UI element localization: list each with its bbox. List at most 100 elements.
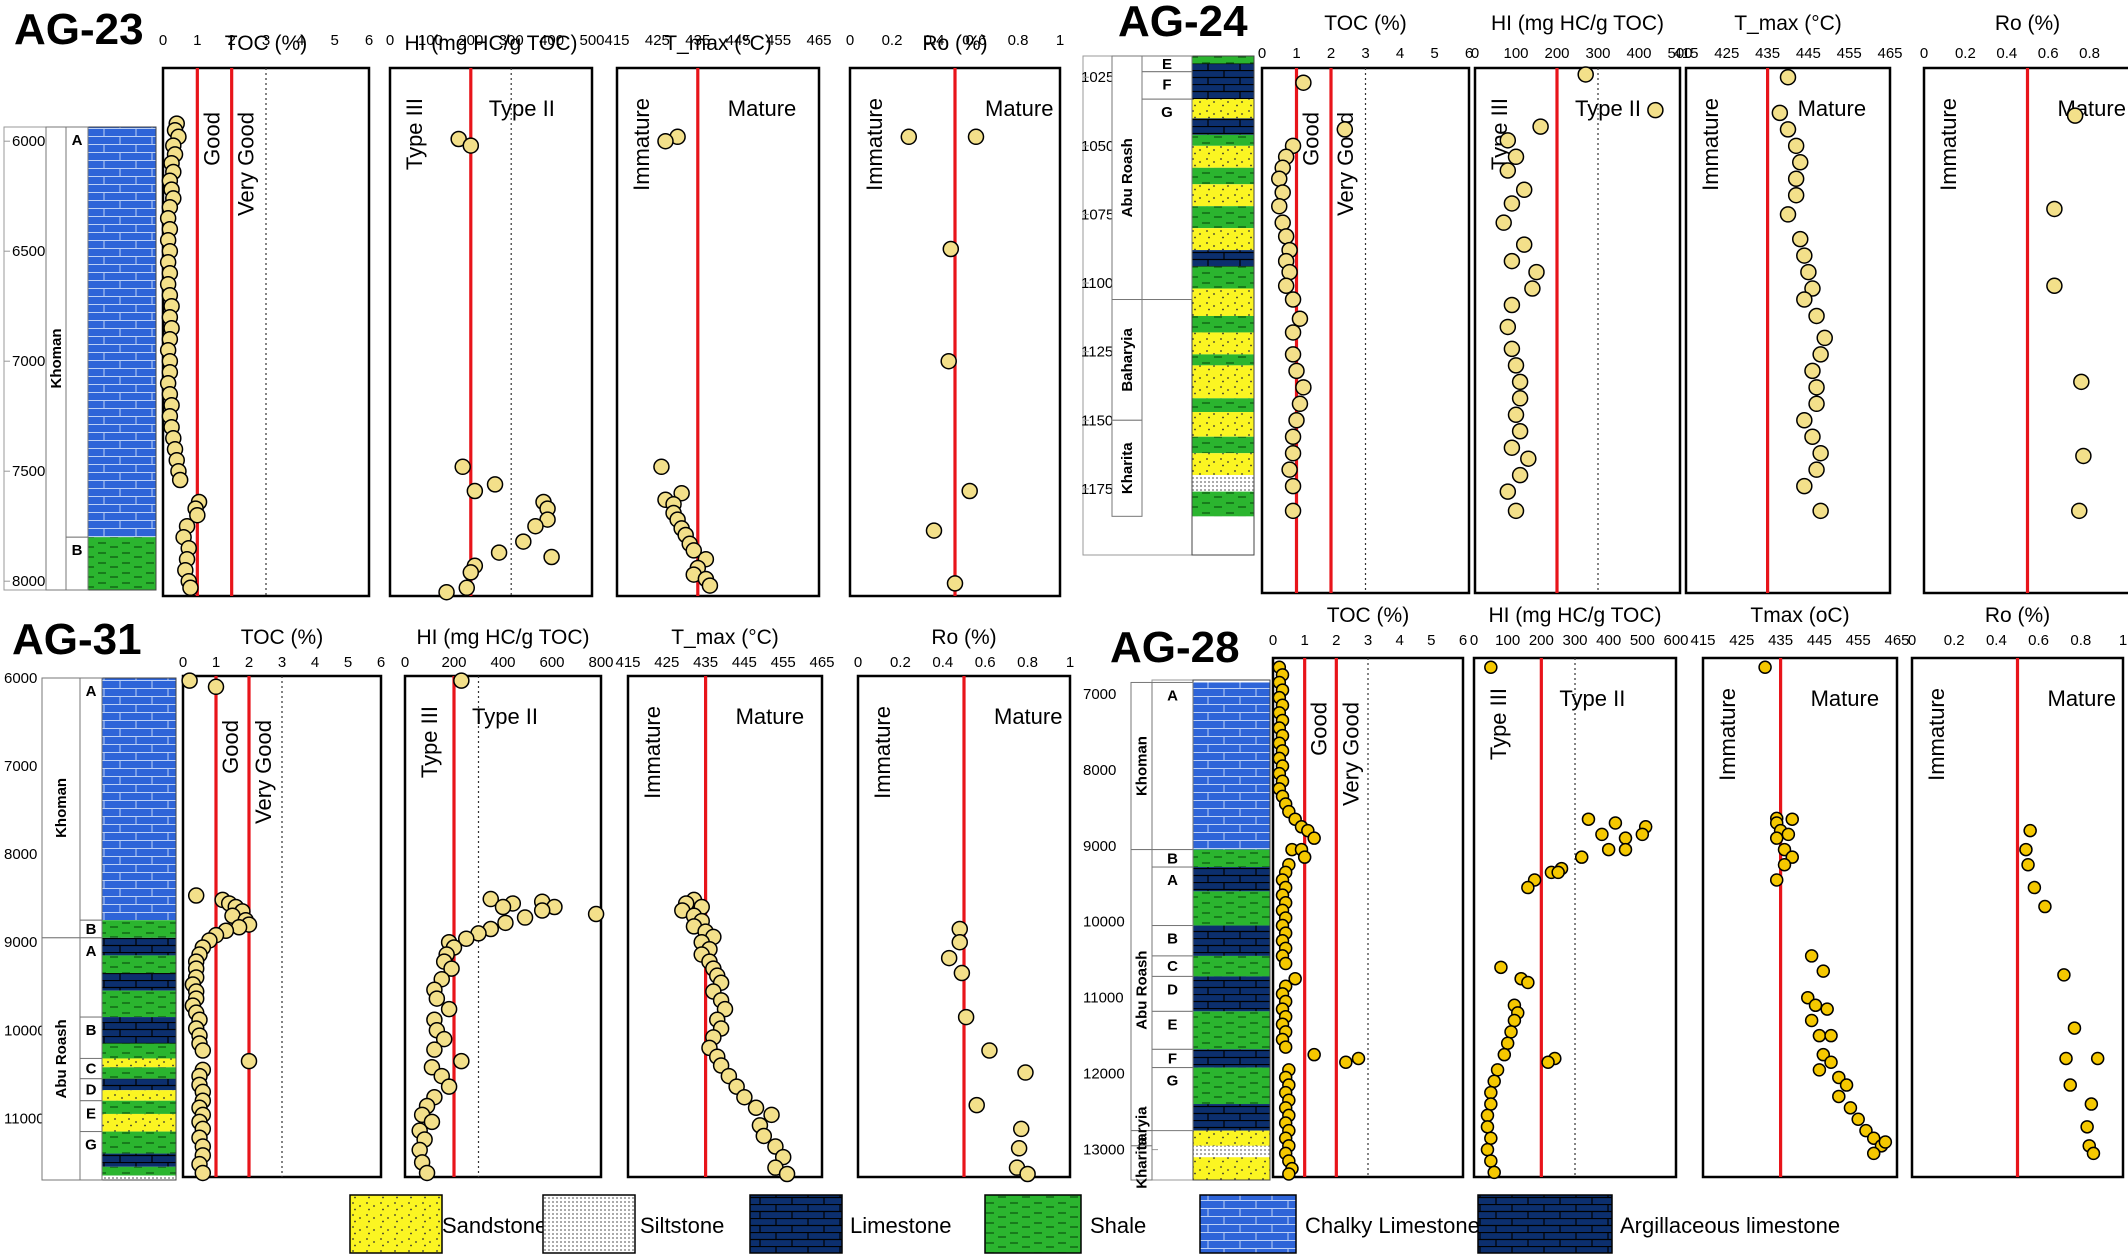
x-tick-label: 0.2 xyxy=(1955,45,1976,62)
data-point xyxy=(1800,263,1817,281)
x-tick-label: 4 xyxy=(296,32,304,49)
lithology-shale xyxy=(1192,167,1254,185)
formation-label: Baharyia xyxy=(1119,328,1136,392)
data-point xyxy=(1832,1089,1846,1104)
data-point xyxy=(1500,1036,1515,1051)
formation-box xyxy=(1111,55,1143,301)
lithology-shale xyxy=(1192,398,1254,413)
legend-swatch-siltstone xyxy=(542,1194,636,1254)
data-point xyxy=(1336,121,1354,138)
data-point xyxy=(1019,1165,1036,1183)
x-tick-label: 5 xyxy=(330,32,338,49)
member-label: B xyxy=(1167,850,1178,867)
x-tick-label: 1 xyxy=(2119,632,2127,649)
member-label: D xyxy=(86,1082,97,1099)
member-label: C xyxy=(1167,958,1178,975)
data-point xyxy=(925,522,943,539)
data-point xyxy=(2057,968,2071,982)
legend-label: Chalky Limestone xyxy=(1305,1213,1480,1238)
lithology-chalky xyxy=(88,127,156,538)
x-tick-label: 0.4 xyxy=(1996,45,2017,62)
x-tick-label: 0.4 xyxy=(924,32,945,49)
data-point xyxy=(2021,858,2035,872)
x-tick-label: 800 xyxy=(588,654,613,671)
x-tick-label: 300 xyxy=(1562,632,1587,649)
data-point xyxy=(1515,181,1533,198)
depth-tick-label: 6000 xyxy=(4,670,37,687)
lithology-shale xyxy=(102,1100,176,1114)
panel-frame xyxy=(626,674,824,1179)
data-point xyxy=(1495,214,1512,231)
data-point xyxy=(1541,1055,1555,1070)
data-point xyxy=(1339,1055,1353,1070)
data-point xyxy=(1796,412,1813,429)
x-tick-label: 5 xyxy=(1427,632,1435,649)
data-point xyxy=(1808,998,1823,1013)
x-tick-label: 4 xyxy=(311,654,319,671)
x-tick-label: 415 xyxy=(1690,632,1715,649)
annotation-1: Mature xyxy=(728,96,796,121)
data-point xyxy=(1771,104,1789,122)
x-tick-label: 2 xyxy=(1332,632,1340,649)
legend-swatch-limestone xyxy=(749,1194,843,1254)
data-point xyxy=(2023,823,2037,838)
data-point xyxy=(1291,395,1309,413)
data-point xyxy=(1017,1064,1034,1081)
data-point xyxy=(1551,865,1565,880)
data-point xyxy=(1781,827,1796,842)
well-title: AG-23 xyxy=(14,5,144,54)
x-tick-label: 0 xyxy=(1908,632,1916,649)
lithology-shale xyxy=(1192,266,1254,289)
lithology-sandstone xyxy=(1192,365,1254,399)
data-point xyxy=(1284,444,1302,462)
member-label: F xyxy=(1162,77,1171,94)
x-tick-label: 300 xyxy=(499,32,524,49)
member-label: B xyxy=(72,542,83,559)
data-point xyxy=(418,1164,436,1182)
data-point xyxy=(515,533,532,550)
data-point xyxy=(1796,247,1813,264)
lithology-shale xyxy=(102,920,176,938)
panel-frame xyxy=(615,66,821,598)
data-point xyxy=(1274,214,1291,231)
x-tick-label: 200 xyxy=(1544,45,1569,62)
lithology-sandstone xyxy=(1192,145,1254,168)
depth-tick-label: 8000 xyxy=(4,846,37,863)
x-tick-label: 500 xyxy=(579,32,604,49)
data-point xyxy=(1779,121,1797,138)
x-tick-label: 465 xyxy=(809,654,834,671)
data-point xyxy=(1758,660,1772,675)
data-point xyxy=(1528,263,1545,281)
data-point xyxy=(1820,1002,1834,1016)
data-point xyxy=(2046,277,2063,295)
data-point xyxy=(453,1052,470,1070)
lithology-limestone xyxy=(1193,867,1270,892)
data-point xyxy=(1494,960,1508,975)
depth-tick-label: 7000 xyxy=(4,758,37,775)
depth-tick-label: 10000 xyxy=(1083,914,1125,931)
lithology-limestone xyxy=(1193,1104,1270,1131)
data-point xyxy=(940,949,958,967)
data-point xyxy=(466,482,484,500)
lithology-sandstone xyxy=(1192,332,1254,355)
x-tick-label: 200 xyxy=(458,32,483,49)
well-title: AG-24 xyxy=(1118,0,1248,46)
data-point xyxy=(1808,461,1825,478)
data-point xyxy=(1769,873,1784,887)
data-point xyxy=(2046,200,2063,218)
data-point xyxy=(1499,162,1517,179)
x-tick-label: 415 xyxy=(615,654,640,671)
lithology-shale xyxy=(1193,1011,1270,1050)
data-point xyxy=(1511,390,1529,407)
data-point xyxy=(778,1165,796,1183)
data-point xyxy=(1278,956,1293,971)
data-point xyxy=(1779,206,1797,223)
x-tick-label: 0.4 xyxy=(932,654,953,671)
legend-label: Limestone xyxy=(850,1213,952,1238)
panel-title: TOC (%) xyxy=(241,626,323,649)
data-point xyxy=(1271,197,1288,215)
depth-tick-label: 13000 xyxy=(1083,1142,1125,1159)
data-point xyxy=(1284,346,1302,363)
x-tick-label: 4 xyxy=(1395,632,1403,649)
member-label: G xyxy=(1167,1073,1179,1090)
